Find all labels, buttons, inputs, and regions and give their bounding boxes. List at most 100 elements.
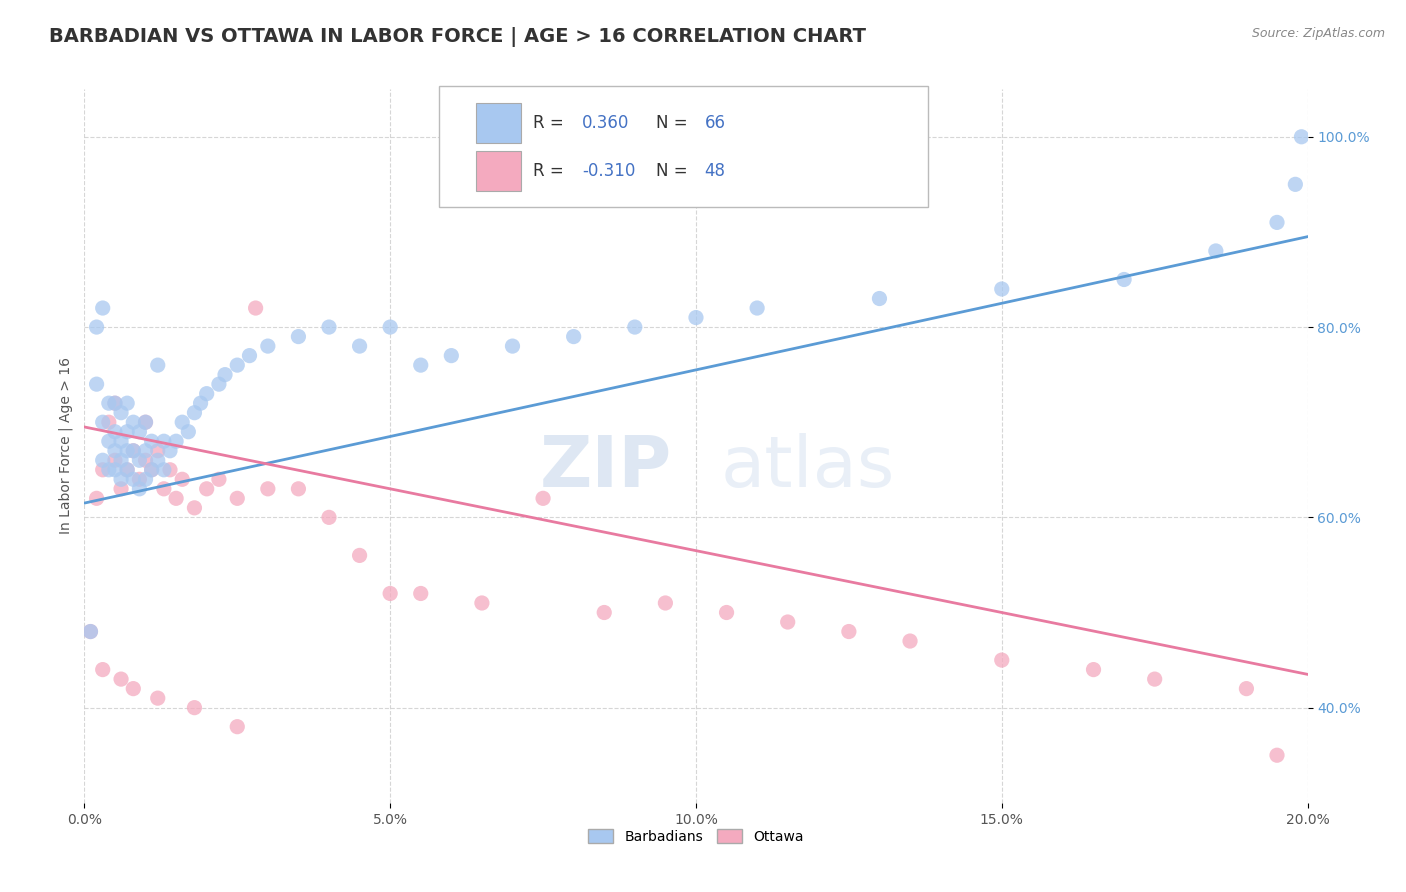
Point [1083, 663, 1105, 677]
Point [141, 434, 163, 449]
Point [1143, 672, 1166, 686]
Point [991, 653, 1014, 667]
Point [380, 586, 402, 600]
Text: atlas: atlas [720, 433, 894, 502]
Point [153, 482, 176, 496]
Point [86, 320, 108, 334]
Point [172, 472, 194, 486]
Point [146, 453, 169, 467]
Point [115, 463, 138, 477]
Point [104, 396, 127, 410]
Point [1205, 244, 1227, 258]
Point [245, 301, 267, 315]
Point [97, 463, 120, 477]
Point [104, 463, 127, 477]
Point [165, 491, 187, 506]
Point [146, 358, 169, 372]
Point [128, 472, 150, 486]
Point [91, 301, 114, 315]
Point [1265, 215, 1288, 229]
Point [238, 349, 260, 363]
Point [146, 443, 169, 458]
Point [165, 434, 187, 449]
Y-axis label: In Labor Force | Age > 16: In Labor Force | Age > 16 [59, 358, 73, 534]
Point [776, 615, 799, 629]
Point [110, 472, 132, 486]
Point [409, 586, 432, 600]
Point [471, 596, 494, 610]
Point [159, 463, 181, 477]
Point [562, 329, 585, 343]
Point [135, 443, 157, 458]
Point [122, 443, 145, 458]
Point [190, 396, 212, 410]
FancyBboxPatch shape [475, 103, 522, 143]
Point [135, 415, 157, 429]
Point [1114, 272, 1136, 286]
Point [153, 463, 176, 477]
FancyBboxPatch shape [439, 86, 928, 207]
Point [183, 500, 205, 515]
Point [110, 406, 132, 420]
Point [104, 443, 127, 458]
Point [838, 624, 860, 639]
Point [97, 415, 120, 429]
Point [177, 425, 200, 439]
Point [1284, 178, 1306, 192]
Point [380, 320, 402, 334]
Point [349, 549, 371, 563]
Point [991, 282, 1014, 296]
Point [115, 425, 138, 439]
Point [195, 482, 218, 496]
Point [91, 663, 114, 677]
Point [115, 463, 138, 477]
Text: 0.360: 0.360 [582, 114, 630, 132]
Point [624, 320, 647, 334]
Point [159, 443, 181, 458]
Point [898, 634, 921, 648]
Point [318, 320, 340, 334]
Point [593, 606, 616, 620]
Point [79, 624, 101, 639]
Point [287, 482, 309, 496]
Point [183, 406, 205, 420]
Point [135, 472, 157, 486]
Text: ZIP: ZIP [540, 433, 672, 502]
Point [91, 415, 114, 429]
Text: 48: 48 [704, 162, 725, 180]
Point [122, 415, 145, 429]
Point [91, 463, 114, 477]
Point [86, 491, 108, 506]
Point [226, 491, 249, 506]
Point [128, 482, 150, 496]
Point [318, 510, 340, 524]
Text: R =: R = [533, 114, 569, 132]
Point [747, 301, 769, 315]
Point [135, 415, 157, 429]
Point [153, 434, 176, 449]
Point [104, 453, 127, 467]
Point [226, 720, 249, 734]
Text: N =: N = [655, 114, 693, 132]
Point [257, 482, 280, 496]
Point [115, 443, 138, 458]
Point [135, 453, 157, 467]
Point [208, 472, 231, 486]
Point [172, 415, 194, 429]
Point [104, 425, 127, 439]
Point [869, 292, 891, 306]
Point [128, 453, 150, 467]
Point [685, 310, 707, 325]
Point [104, 396, 127, 410]
Point [97, 434, 120, 449]
Point [1236, 681, 1258, 696]
Point [128, 425, 150, 439]
Text: Source: ZipAtlas.com: Source: ZipAtlas.com [1251, 27, 1385, 40]
Point [214, 368, 236, 382]
Point [1291, 129, 1313, 144]
Point [183, 700, 205, 714]
Point [654, 596, 676, 610]
Text: R =: R = [533, 162, 569, 180]
Point [79, 624, 101, 639]
Point [716, 606, 738, 620]
